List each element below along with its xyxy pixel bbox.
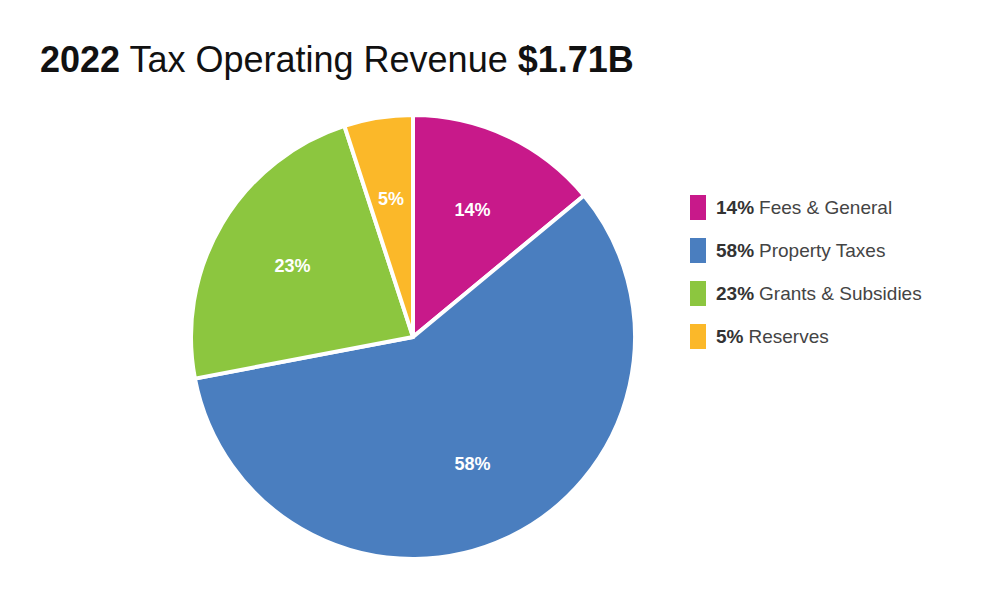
legend-swatch bbox=[690, 324, 706, 349]
title: 2022 Tax Operating Revenue $1.71B bbox=[40, 39, 634, 80]
legend-value: 58% bbox=[716, 240, 754, 261]
legend: 14%Fees & General 58%Property Taxes 23%Gra… bbox=[690, 195, 922, 349]
legend-label: Grants & Subsidies bbox=[759, 283, 922, 304]
title-part: Revenue bbox=[354, 39, 508, 80]
legend-value: 5% bbox=[716, 326, 744, 347]
title-part: Operating bbox=[185, 39, 353, 80]
legend-label: Fees & General bbox=[759, 197, 892, 218]
pie bbox=[191, 115, 635, 559]
legend-value: 14% bbox=[716, 197, 754, 218]
data-labels: 14% 58% 23% 5% bbox=[274, 189, 490, 474]
chart: 2022 Tax Operating Revenue $1.71B 14% 58% 2… bbox=[0, 0, 1000, 603]
data-label: 14% bbox=[455, 200, 491, 220]
legend-label: Reserves bbox=[748, 326, 828, 347]
data-label: 58% bbox=[455, 454, 491, 474]
title-part: 2022 bbox=[40, 39, 120, 80]
legend-label: Property Taxes bbox=[759, 240, 885, 261]
legend-value: 23% bbox=[716, 283, 754, 304]
legend-swatch bbox=[690, 238, 706, 263]
pie-slice bbox=[344, 115, 413, 337]
title-part: Tax bbox=[120, 39, 185, 80]
legend-swatch bbox=[690, 281, 706, 306]
data-label: 5% bbox=[378, 189, 404, 209]
title-part: $1.71B bbox=[508, 39, 634, 80]
legend-swatch bbox=[690, 195, 706, 220]
data-label: 23% bbox=[274, 256, 310, 276]
